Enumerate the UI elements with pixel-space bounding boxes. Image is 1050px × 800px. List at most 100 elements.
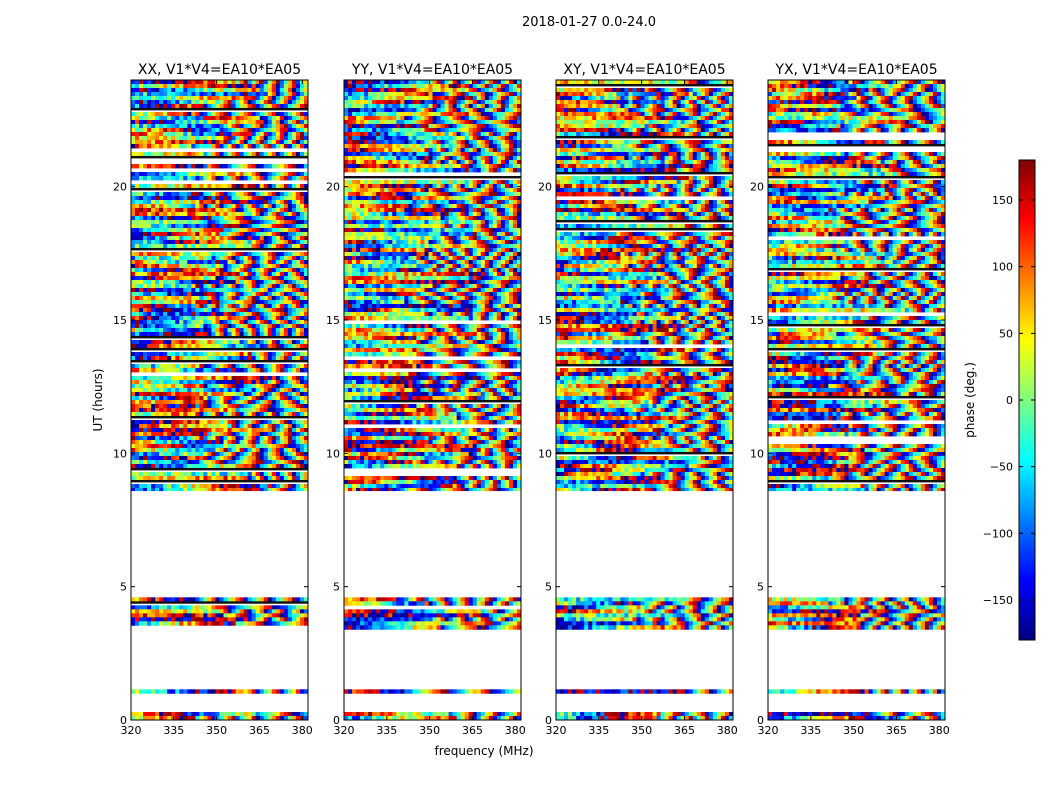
heatmap-cell <box>195 328 200 333</box>
heatmap-cell <box>227 256 232 261</box>
heatmap-cell <box>255 224 261 229</box>
heatmap-cell <box>235 436 241 441</box>
heatmap-cell <box>271 617 277 622</box>
heatmap-cell <box>187 228 192 233</box>
heatmap-cell <box>500 609 506 614</box>
heatmap-cell <box>428 96 433 101</box>
heatmap-cell <box>255 324 261 329</box>
heatmap-cell <box>211 392 216 397</box>
heatmap-cell <box>155 224 160 229</box>
heatmap-cell <box>295 396 301 401</box>
heatmap-cell <box>231 176 236 181</box>
heatmap-cell <box>432 621 437 626</box>
heatmap-cell <box>199 112 204 117</box>
heatmap-cell <box>259 256 265 261</box>
heatmap-cell <box>167 609 172 614</box>
x-tick-label: 320 <box>121 724 142 737</box>
heatmap-cell <box>388 609 393 614</box>
heatmap-cell <box>295 96 301 101</box>
heatmap-cell <box>199 184 204 189</box>
heatmap-cell <box>187 216 192 221</box>
heatmap-cell <box>263 460 269 465</box>
heatmap-cell <box>227 300 232 305</box>
heatmap-cell <box>372 601 377 606</box>
heatmap-cell <box>247 332 253 337</box>
heatmap-cell <box>195 132 200 137</box>
heatmap-cell <box>368 80 373 85</box>
heatmap-cell <box>508 621 514 626</box>
heatmap-cell <box>227 260 232 265</box>
heatmap-cell <box>183 84 188 89</box>
heatmap-cell <box>344 92 349 97</box>
heatmap-cell <box>139 716 144 721</box>
heatmap-cell <box>275 440 281 445</box>
heatmap-cell <box>352 609 357 614</box>
heatmap-cell <box>283 448 289 453</box>
heatmap-cell <box>299 376 305 381</box>
heatmap-cell <box>299 224 305 229</box>
heatmap-cell <box>512 625 518 630</box>
heatmap-cell <box>299 472 305 477</box>
heatmap-cell <box>171 613 176 618</box>
heatmap-cell <box>255 256 261 261</box>
heatmap-cell <box>243 712 249 717</box>
heatmap-cell <box>299 268 305 273</box>
heatmap-cell <box>195 176 200 181</box>
heatmap-cell <box>231 308 236 313</box>
heatmap-cell <box>275 88 281 93</box>
heatmap-cell <box>283 192 289 197</box>
heatmap-cell <box>207 280 212 285</box>
heatmap-cell <box>151 328 156 333</box>
heatmap-cell <box>131 689 136 694</box>
heatmap-cell <box>135 617 140 622</box>
heatmap-cell <box>444 601 449 606</box>
heatmap-cell <box>440 92 445 97</box>
heatmap-cell <box>247 376 253 381</box>
heatmap-cell <box>299 476 305 481</box>
heatmap-cell <box>275 613 281 618</box>
heatmap-cell <box>287 617 293 622</box>
heatmap-cell <box>303 488 309 492</box>
heatmap-cell <box>512 617 518 622</box>
heatmap-cell <box>215 440 220 445</box>
heatmap-cell <box>155 376 160 381</box>
heatmap-cell <box>247 140 253 145</box>
heatmap-cell <box>259 609 265 614</box>
heatmap-cell <box>183 136 188 141</box>
heatmap-cell <box>135 84 140 89</box>
heatmap-cell <box>203 440 208 445</box>
heatmap-cell <box>275 84 281 89</box>
heatmap-cell <box>303 472 309 477</box>
heatmap-cell <box>251 216 257 221</box>
heatmap-cell <box>203 292 208 297</box>
heatmap-cell <box>183 340 188 345</box>
heatmap-cell <box>203 204 208 209</box>
heatmap-cell <box>424 92 429 97</box>
heatmap-cell <box>187 224 192 229</box>
heatmap-cell <box>464 712 470 717</box>
heatmap-cell <box>147 172 152 177</box>
heatmap-cell <box>263 272 269 277</box>
heatmap-cell <box>235 88 241 93</box>
heatmap-cell <box>255 112 261 117</box>
heatmap-cell <box>215 208 220 213</box>
heatmap-cell <box>143 376 148 381</box>
heatmap-cell <box>147 116 152 121</box>
heatmap-cell <box>295 460 301 465</box>
heatmap-cell <box>356 625 361 630</box>
heatmap-cell <box>424 617 429 622</box>
heatmap-cell <box>171 328 176 333</box>
heatmap-cell <box>211 292 216 297</box>
heatmap-cell <box>163 84 168 89</box>
heatmap-cell <box>199 484 204 489</box>
heatmap-cell <box>175 352 180 357</box>
heatmap-cell <box>263 280 269 285</box>
heatmap-cell <box>512 597 518 602</box>
heatmap-cell <box>219 100 224 105</box>
heatmap-cell <box>131 96 136 101</box>
heatmap-cell <box>303 364 309 369</box>
heatmap-cell <box>259 172 265 177</box>
heatmap-cell <box>155 96 160 101</box>
heatmap-cell <box>303 252 309 257</box>
heatmap-cell <box>231 388 236 393</box>
